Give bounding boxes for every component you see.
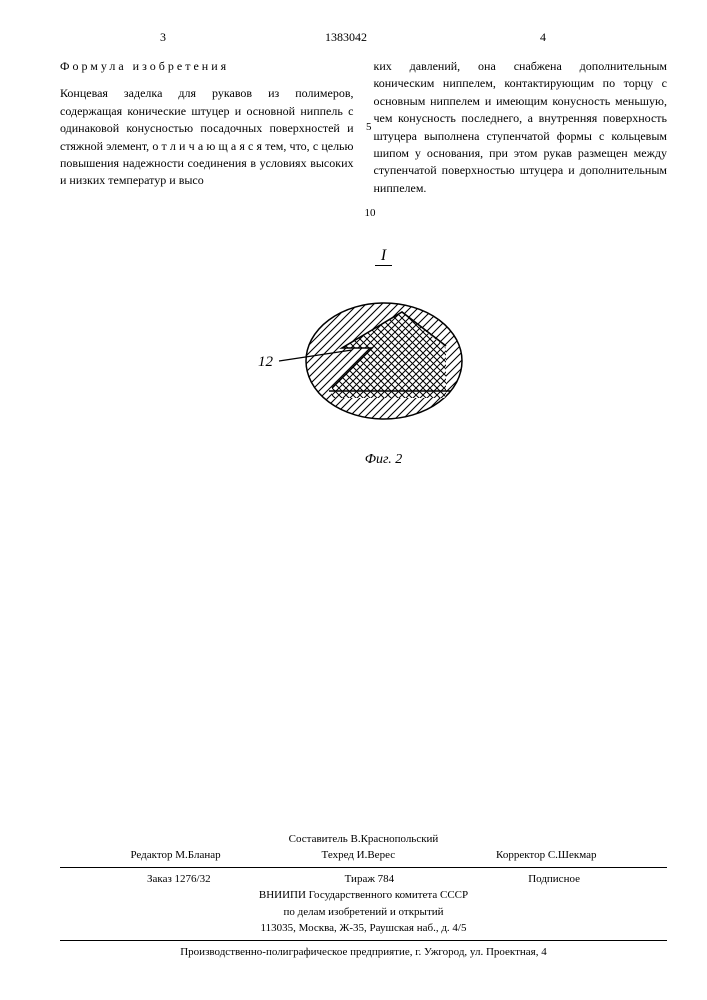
left-column: Формула изобретения Концевая заделка для… bbox=[60, 58, 364, 197]
footer-org2: по делам изобретений и открытий bbox=[60, 904, 667, 921]
text-columns: Формула изобретения Концевая заделка для… bbox=[60, 58, 667, 197]
document-number: 1383042 bbox=[325, 30, 367, 45]
figure-label-I: I bbox=[375, 247, 392, 266]
footer-address: 113035, Москва, Ж-35, Раушская наб., д. … bbox=[60, 920, 667, 937]
footer-org1: ВНИИПИ Государственного комитета СССР bbox=[60, 887, 667, 904]
right-column: ких давлений, она снабжена дополни­тельн… bbox=[364, 58, 668, 197]
footer-podpisnoe: Подписное bbox=[528, 871, 580, 888]
header-row: 3 1383042 4 bbox=[60, 30, 667, 50]
page-number-left: 3 bbox=[160, 30, 166, 45]
footer-compiler: Составитель В.Краснопольский bbox=[60, 831, 667, 848]
footer-block: Составитель В.Краснопольский Редактор М.… bbox=[60, 831, 667, 961]
footer-credits-row: Редактор М.Бланар Техред И.Верес Коррект… bbox=[60, 847, 667, 864]
footer-printer: Производственно-полиграфическое предприя… bbox=[60, 944, 667, 961]
formula-title: Формула изобретения bbox=[60, 58, 354, 75]
footer-divider-2 bbox=[60, 940, 667, 941]
footer-techred: Техред И.Верес bbox=[322, 847, 396, 864]
figure-area: I bbox=[60, 247, 667, 468]
right-column-text: ких давлений, она снабжена дополни­тельн… bbox=[374, 58, 668, 197]
footer-order: Заказ 1276/32 bbox=[147, 871, 211, 888]
footer-order-row: Заказ 1276/32 Тираж 784 Подписное bbox=[60, 871, 667, 888]
figure-2-svg: 12 bbox=[234, 276, 494, 446]
footer-editor: Редактор М.Бланар bbox=[130, 847, 220, 864]
patent-page: 3 1383042 4 Формула изобретения Концевая… bbox=[0, 0, 707, 1000]
callout-label-12: 12 bbox=[258, 354, 274, 370]
page-number-right: 4 bbox=[540, 30, 546, 45]
footer-tirazh: Тираж 784 bbox=[345, 871, 395, 888]
footer-corrector: Корректор С.Шекмар bbox=[496, 847, 596, 864]
line-number-10: 10 bbox=[365, 206, 376, 222]
figure-caption: Фиг. 2 bbox=[100, 452, 667, 468]
footer-divider-1 bbox=[60, 867, 667, 868]
left-column-text: Концевая заделка для рукавов из полимеро… bbox=[60, 85, 354, 189]
